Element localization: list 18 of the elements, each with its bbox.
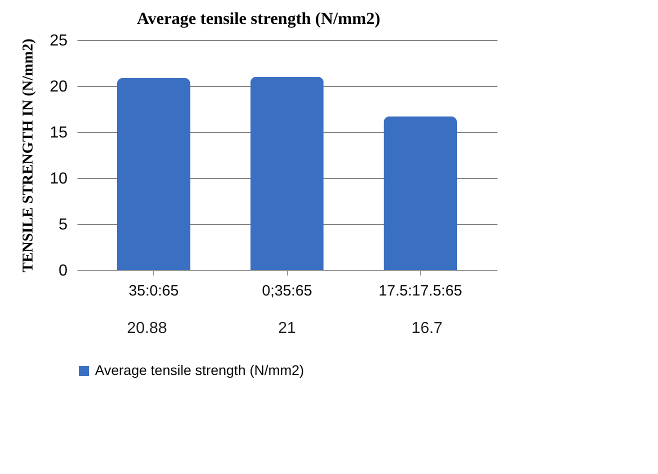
legend-label: Average tensile strength (N/mm2) xyxy=(95,362,304,378)
x-tick-label: 35:0:65 xyxy=(128,282,179,300)
y-tick-label: 20 xyxy=(50,78,68,96)
data-label: 21 xyxy=(278,320,296,337)
y-axis-title: TENSILE STRENGTH IN (N/mm2) xyxy=(20,38,37,272)
chart-title: Average tensile strength (N/mm2) xyxy=(136,9,380,28)
data-label: 16.7 xyxy=(411,320,443,337)
bar xyxy=(250,76,324,270)
data-label: 20.88 xyxy=(126,320,168,337)
x-tick-label: 17.5:17.5:65 xyxy=(378,282,462,300)
bar xyxy=(384,116,457,270)
y-tick-label: 0 xyxy=(58,262,68,280)
bar xyxy=(117,78,190,270)
y-tick-label: 25 xyxy=(50,32,68,50)
y-tick-label: 15 xyxy=(50,124,68,142)
y-tick-label: 5 xyxy=(58,216,68,234)
x-tick-label: 0;35:65 xyxy=(262,282,312,300)
y-tick-label: 10 xyxy=(50,170,68,188)
